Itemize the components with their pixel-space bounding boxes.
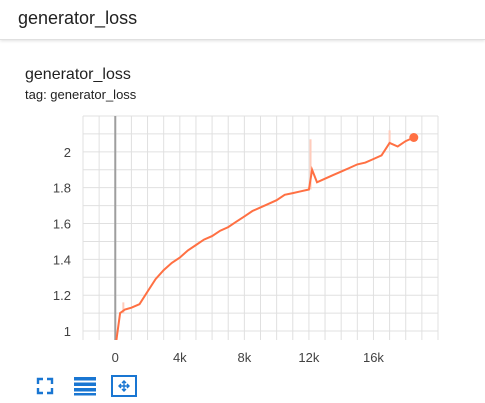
y-tick-label: 1.4 xyxy=(53,252,71,267)
toggle-data-table-button[interactable] xyxy=(72,374,98,398)
x-tick-label: 0 xyxy=(112,350,119,365)
series-end-marker xyxy=(409,133,419,143)
run-title: generator_loss xyxy=(18,8,138,28)
series-line xyxy=(115,136,415,340)
fullscreen-button[interactable] xyxy=(34,374,56,398)
run-header: generator_loss xyxy=(0,0,485,40)
fit-domain-button[interactable] xyxy=(110,374,138,398)
y-tick-label: 1.8 xyxy=(53,181,71,196)
x-tick-label: 4k xyxy=(173,350,187,365)
fit-domain-icon xyxy=(111,375,137,397)
y-tick-label: 2 xyxy=(64,145,71,160)
data-table-icon xyxy=(74,377,96,396)
x-tick-label: 8k xyxy=(237,350,251,365)
x-tick-label: 16k xyxy=(363,350,384,365)
fullscreen-icon xyxy=(36,377,54,395)
y-tick-label: 1.6 xyxy=(53,217,71,232)
y-tick-label: 1 xyxy=(64,324,71,339)
chart-title: generator_loss xyxy=(25,66,131,83)
x-tick-label: 12k xyxy=(298,350,319,365)
chart-tag: tag: generator_loss xyxy=(25,87,137,102)
y-tick-label: 1.2 xyxy=(53,288,71,303)
